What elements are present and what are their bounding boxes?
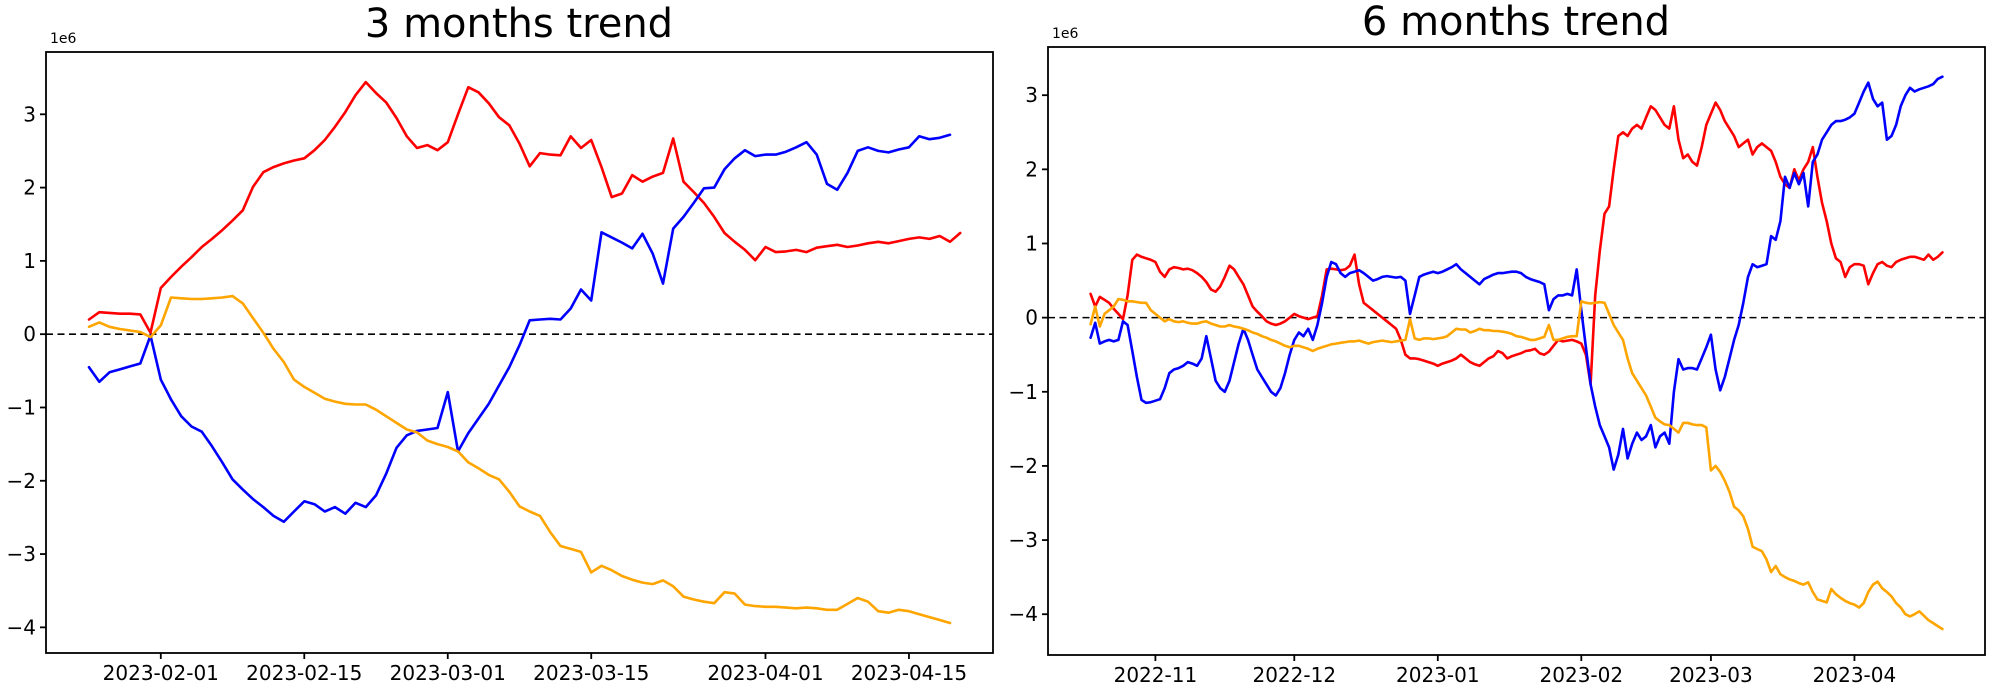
x-tick-label: 2022-11 <box>1114 663 1198 687</box>
y-tick-label: −2 <box>7 469 36 493</box>
series-orange-line <box>87 294 952 625</box>
x-tick-label: 2023-03-15 <box>533 661 649 685</box>
axes-frame <box>1047 46 1986 656</box>
x-tick-label: 2023-04 <box>1813 663 1897 687</box>
x-tick-label: 2023-02-01 <box>103 661 219 685</box>
axes-frame <box>45 51 994 654</box>
chart-title-3-months: 3 months trend <box>364 1 674 47</box>
x-tick-label: 2023-01 <box>1396 663 1480 687</box>
y-tick-label: −1 <box>7 395 36 419</box>
y-tick-label: 1 <box>1025 231 1038 255</box>
y-tick-label: −3 <box>7 542 36 566</box>
y-tick-label: 3 <box>23 102 36 126</box>
x-tick-label: 2022-12 <box>1252 663 1336 687</box>
y-tick-label: −4 <box>7 615 36 639</box>
y-tick-label: −3 <box>1009 528 1038 552</box>
y-axis-offset-label-left: 1e6 <box>50 31 77 47</box>
y-tick-label: −1 <box>1009 380 1038 404</box>
series-red-line <box>87 80 962 335</box>
series-blue-line <box>1089 75 1944 471</box>
chart-3-months-trend: 2023-02-01 2023-02-15 2023-03-01 2023-03-15… <box>7 51 994 685</box>
series-red-line <box>1089 101 1944 386</box>
chart-title-6-months: 6 months trend <box>1361 0 1671 45</box>
x-tick-label: 2023-04-01 <box>707 661 823 685</box>
x-tick-label: 2023-03 <box>1669 663 1753 687</box>
x-tick-label: 2023-04-15 <box>851 661 967 685</box>
x-tick-label: 2023-02-15 <box>246 661 362 685</box>
y-tick-label: −4 <box>1009 602 1038 626</box>
x-tick-label: 2023-03-01 <box>390 661 506 685</box>
series-orange-line <box>1089 297 1944 631</box>
series-blue-line <box>87 133 952 524</box>
y-axis-offset-label-right: 1e6 <box>1052 26 1079 42</box>
x-tick-label: 2023-02 <box>1540 663 1624 687</box>
y-tick-label: 3 <box>1025 83 1038 107</box>
y-tick-label: 0 <box>1025 306 1038 330</box>
y-tick-label: 2 <box>23 176 36 200</box>
y-tick-label: 1 <box>23 249 36 273</box>
y-tick-label: −2 <box>1009 454 1038 478</box>
chart-6-months-trend: 2022-11 2022-12 2023-01 2023-02 2023-03 2023-… <box>1009 46 1986 687</box>
y-tick-label: 2 <box>1025 157 1038 181</box>
y-tick-label: 0 <box>23 322 36 346</box>
